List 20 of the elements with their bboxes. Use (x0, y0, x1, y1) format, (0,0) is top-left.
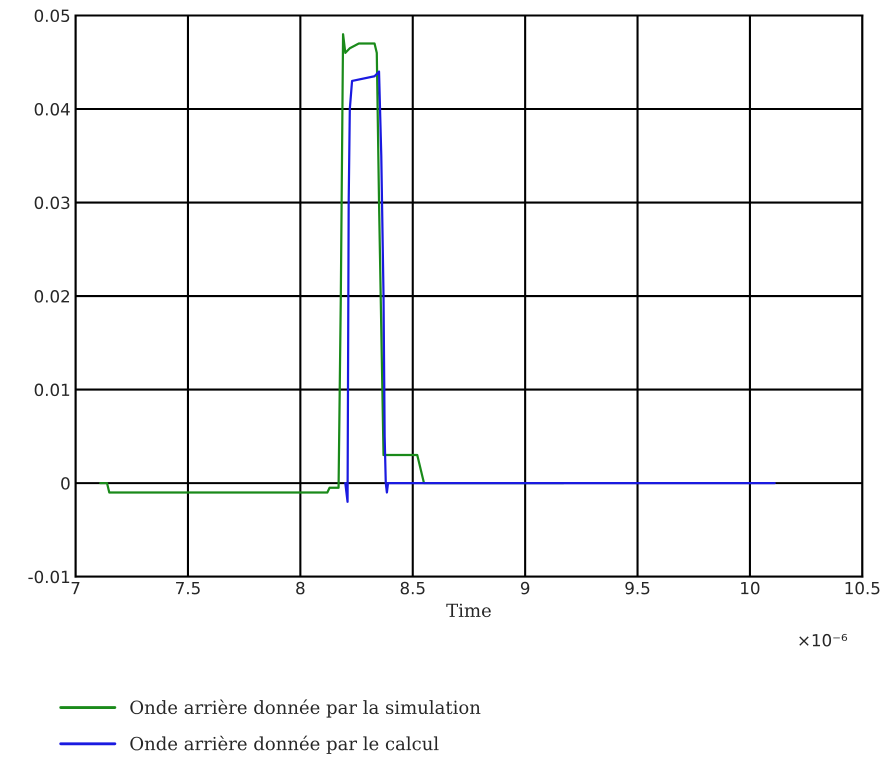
x-axis-title: Time (446, 604, 491, 618)
y-tick-label: 0.05 (34, 9, 70, 22)
x-tick-label: 9.5 (625, 582, 650, 594)
x-tick-label: 8.5 (400, 582, 425, 594)
y-tick-label: 0.03 (34, 196, 70, 210)
legend-label: Onde arrière donnée par la simulation (130, 699, 480, 718)
x-tick-label: 8 (296, 582, 305, 594)
x-tick-label: 10 (741, 582, 760, 594)
legend-label: Onde arrière donnée par le calcul (130, 736, 439, 754)
y-tick-label: -0.01 (28, 570, 70, 584)
text: ×10⁻⁶ (799, 634, 848, 647)
line-series (344, 70, 776, 503)
y-tick-label: 0.01 (34, 384, 70, 396)
x-tick-label: 7 (72, 582, 80, 594)
x-tick-label: 10.5 (846, 582, 880, 594)
y-tick-label: 0.02 (34, 290, 70, 303)
y-tick-label: 0 (61, 477, 70, 490)
x-tick-label: 7.5 (176, 582, 200, 594)
x-tick-label: 9 (520, 582, 530, 594)
y-tick-label: 0.04 (34, 102, 70, 116)
